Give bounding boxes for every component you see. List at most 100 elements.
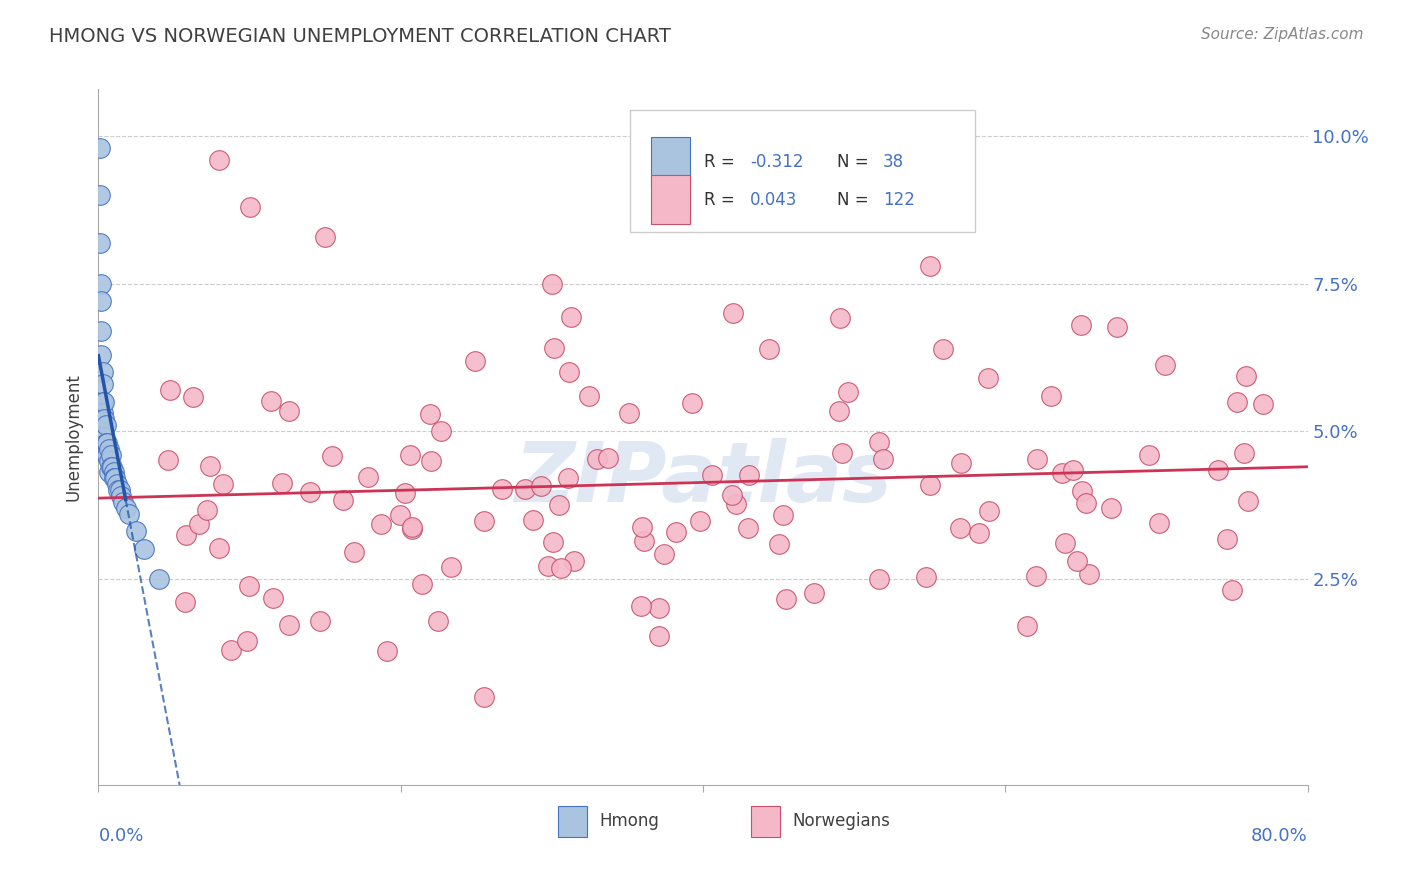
- Point: [543, 341, 565, 355]
- Point: [1053, 536, 1076, 550]
- Point: [725, 497, 748, 511]
- Point: [737, 467, 759, 482]
- Point: [211, 477, 233, 491]
- Point: [93, 412, 115, 426]
- Point: [631, 520, 654, 534]
- Point: [100, 448, 122, 462]
- Point: [578, 388, 600, 402]
- Point: [89, 188, 111, 202]
- Point: [103, 466, 125, 480]
- Point: [195, 503, 218, 517]
- Point: [1226, 395, 1249, 409]
- Point: [1234, 368, 1257, 383]
- Point: [94, 436, 117, 450]
- Point: [343, 545, 366, 559]
- Point: [775, 591, 797, 606]
- Point: [332, 492, 354, 507]
- Text: N =: N =: [837, 153, 869, 170]
- Point: [110, 489, 132, 503]
- Point: [159, 383, 181, 397]
- Point: [977, 370, 1000, 384]
- Point: [1237, 494, 1260, 508]
- Point: [1070, 483, 1092, 498]
- Point: [430, 424, 453, 438]
- Point: [491, 482, 513, 496]
- Text: Hmong: Hmong: [599, 813, 659, 830]
- Point: [830, 311, 852, 326]
- Point: [181, 390, 204, 404]
- Point: [949, 456, 972, 470]
- Y-axis label: Unemployment: Unemployment: [65, 373, 83, 501]
- Point: [689, 514, 711, 528]
- Point: [236, 633, 259, 648]
- Bar: [651, 176, 690, 224]
- Point: [157, 453, 180, 467]
- Point: [1105, 320, 1128, 334]
- Point: [108, 483, 131, 497]
- Point: [262, 591, 284, 605]
- Point: [188, 517, 211, 532]
- Point: [419, 454, 441, 468]
- Point: [219, 643, 242, 657]
- Point: [464, 354, 486, 368]
- Point: [104, 471, 127, 485]
- Point: [132, 542, 155, 557]
- Point: [1099, 500, 1122, 515]
- Text: -0.312: -0.312: [751, 153, 804, 170]
- Text: 0.043: 0.043: [751, 191, 797, 209]
- Point: [586, 452, 609, 467]
- Point: [537, 558, 560, 573]
- Point: [1074, 496, 1097, 510]
- Text: N =: N =: [837, 191, 869, 209]
- Point: [298, 485, 321, 500]
- Point: [932, 342, 955, 356]
- Point: [1070, 318, 1092, 332]
- Point: [90, 277, 112, 291]
- Point: [90, 324, 112, 338]
- Point: [208, 541, 231, 555]
- Point: [1077, 566, 1099, 581]
- Point: [98, 466, 121, 480]
- Point: [411, 577, 433, 591]
- Point: [723, 306, 745, 320]
- Point: [472, 690, 495, 704]
- Point: [94, 448, 117, 462]
- Point: [737, 521, 759, 535]
- Point: [174, 594, 197, 608]
- Point: [541, 535, 564, 549]
- Point: [440, 559, 463, 574]
- Bar: [751, 805, 780, 837]
- Point: [357, 470, 380, 484]
- Point: [260, 394, 283, 409]
- Point: [401, 521, 423, 535]
- Point: [278, 404, 301, 418]
- Point: [548, 498, 571, 512]
- Point: [96, 436, 118, 450]
- Point: [277, 618, 299, 632]
- Point: [1232, 446, 1254, 460]
- Point: [803, 586, 825, 600]
- Point: [426, 614, 449, 628]
- FancyBboxPatch shape: [630, 110, 976, 232]
- Point: [915, 570, 938, 584]
- Point: [648, 629, 671, 643]
- Point: [91, 377, 114, 392]
- Point: [93, 394, 115, 409]
- Point: [1251, 397, 1274, 411]
- Point: [198, 458, 221, 473]
- Point: [648, 600, 671, 615]
- Point: [419, 407, 441, 421]
- Point: [111, 495, 134, 509]
- Point: [1154, 358, 1177, 372]
- Point: [1206, 463, 1229, 477]
- Point: [398, 449, 420, 463]
- Point: [1052, 466, 1074, 480]
- Point: [394, 486, 416, 500]
- Point: [831, 446, 853, 460]
- Point: [918, 259, 941, 273]
- Point: [174, 528, 197, 542]
- Point: [107, 483, 129, 497]
- Point: [148, 572, 170, 586]
- Text: 0.0%: 0.0%: [98, 827, 143, 845]
- Point: [389, 508, 412, 522]
